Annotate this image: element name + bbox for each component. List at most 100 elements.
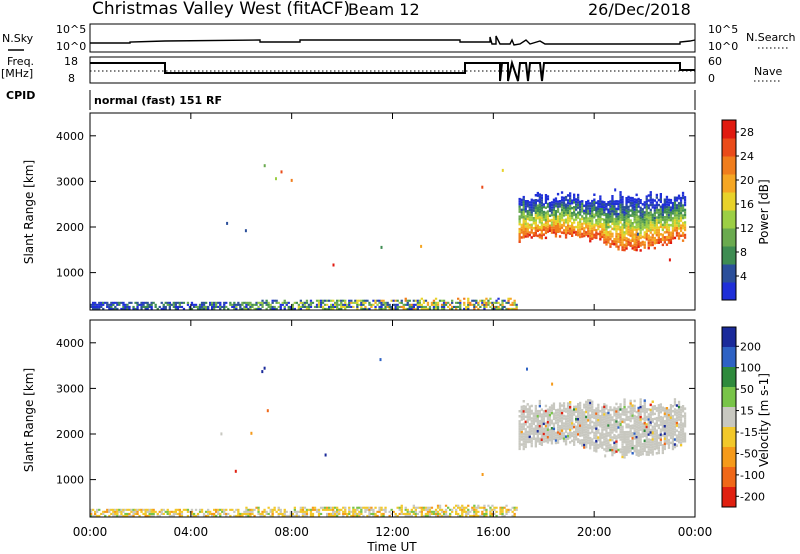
echo-cell [647,438,650,441]
echo-cell [554,220,558,223]
echo-cell [283,512,286,515]
echo-cell [577,193,580,197]
echo-cell [679,428,683,432]
echo-cell [560,414,564,417]
echo-cell [591,403,594,406]
echo-cell [639,400,642,404]
echo-cell [534,194,537,197]
echo-cell [442,301,446,304]
echo-cell [279,508,282,511]
echo-cell [556,228,560,231]
echo-cell [215,305,218,308]
echo-cell [645,202,648,206]
echo-cell [332,512,335,515]
echo-cell [532,412,535,415]
echo-cell [432,307,436,310]
echo-cell [619,405,622,409]
echo-cell [661,451,664,455]
echo-cell [597,227,600,231]
echo-cell [647,236,650,240]
echo-cell [495,301,498,304]
echo-cell [354,510,357,513]
echo-cell [309,301,313,304]
echo-cell [577,415,580,418]
echo-cell [277,305,280,308]
echo-cell [287,514,290,517]
echo-cell [501,512,504,515]
colorbar-segment [722,447,736,468]
echo-cell [483,307,486,310]
echo-cell [422,299,426,302]
echo-cell [358,510,361,513]
echo-cell [540,436,543,439]
echo-cell [631,444,634,447]
echo-cell [269,307,272,310]
echo-cell [120,508,123,511]
echo-cell [583,446,586,449]
echo-cell [633,238,636,241]
echo-cell [611,438,614,442]
echo-cell [611,451,614,454]
echo-cell [564,226,568,229]
echo-cell [554,235,558,238]
echo-cell [611,195,614,198]
echo-cell [556,418,560,422]
echo-cell [408,307,411,310]
echo-cell [591,224,594,228]
echo-cell [657,221,660,224]
echo-cell [579,431,582,435]
echo-cell [667,233,671,237]
echo-cell [154,305,157,308]
echo-cell [655,434,658,437]
echo-cell [148,303,151,306]
echo-cell [605,202,608,206]
echo-cell [398,508,401,511]
echo-cell [607,223,610,226]
echo-cell [546,212,550,216]
echo-cell [522,221,525,224]
echo-cell [651,453,654,456]
echo-cell [564,231,568,234]
echo-cell [635,418,638,421]
echo-cell [683,198,687,202]
echo-cell [595,214,598,217]
echo-cell [243,305,246,308]
echo-cell [675,224,679,227]
echo-cell [524,207,527,211]
echo-cell [677,197,681,200]
echo-cell [538,442,541,445]
echo-cell [356,514,359,517]
echo-cell [603,405,606,409]
echo-cell [249,514,252,517]
echo-cell [438,506,442,509]
echo-cell [613,212,616,216]
echo-cell [649,413,652,417]
echo-cell [534,430,537,433]
echo-cell [647,423,650,426]
echo-cell [305,510,309,513]
echo-cell [575,438,578,441]
echo-cell [623,403,626,406]
echo-cell [605,424,608,428]
echo-cell [683,223,687,227]
echo-cell [647,246,650,250]
echo-cell [607,421,610,425]
echo-cell [651,405,654,408]
echo-cell [261,305,264,308]
echo-cell [581,426,584,429]
echo-cell [667,428,671,432]
echo-cell [317,301,321,304]
echo-cell [503,506,506,509]
echo-cell [677,202,681,205]
echo-cell [617,237,620,241]
echo-cell [507,299,510,302]
echo-cell [182,307,186,310]
echo-cell [491,301,494,304]
echo-cell [154,510,157,513]
echo-cell [589,234,592,238]
echo-cell [681,432,685,436]
echo-cell [589,227,592,230]
echo-cell [635,435,638,439]
echo-cell [530,208,533,212]
echo-cell [609,210,612,213]
